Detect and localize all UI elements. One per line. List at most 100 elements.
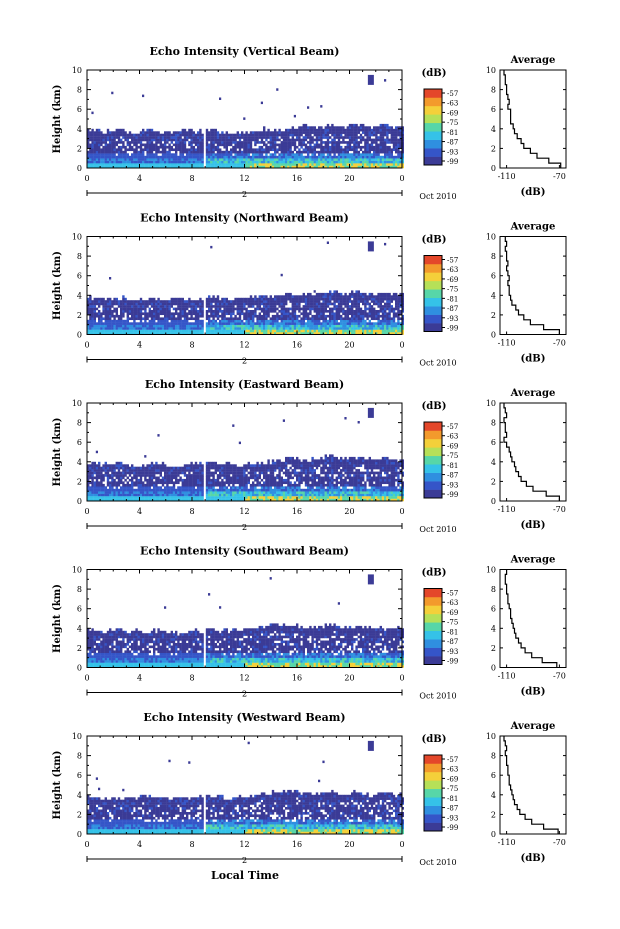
average-y-tick-label: 10 [486,66,496,75]
date-label: Oct 2010 [419,359,456,368]
chart-panel-4: Echo Intensity (Southward Beam) 0 2 4 6 8 10 He… [52,545,567,701]
colorbar-segment [424,114,442,124]
day-label: 2 [242,523,247,532]
day-label: 2 [242,690,247,699]
colorbar-segment [424,255,442,265]
x-axis-label-local-time: Local Time [211,869,279,882]
average-y-tick-label: 2 [491,810,496,819]
colorbar-tick: -69 [447,775,458,783]
colorbar-segment [424,131,442,140]
colorbar-segment [424,755,442,764]
day-label: 2 [242,190,247,199]
average-x-label: (dB) [521,687,546,698]
average-y-tick-label: 4 [491,458,496,467]
x-tick-label: 8 [189,840,194,849]
colorbar-segment [424,263,442,273]
chart-title: Echo Intensity (Eastward Beam) [145,378,344,391]
average-profile-line [503,403,560,501]
colorbar-segment [424,455,442,465]
colorbar-tick: -81 [447,129,458,137]
x-tick-label: 4 [137,174,142,183]
y-tick-label: 10 [72,566,82,575]
x-tick-label: 4 [137,840,142,849]
y-tick-label: 2 [77,144,82,153]
colorbar-tick: -81 [447,295,458,303]
colorbar-tick: -99 [447,158,458,166]
colorbar-segment [424,763,442,773]
average-y-tick-label: 10 [486,566,496,575]
colorbar-tick: -69 [447,276,458,284]
date-label: Oct 2010 [419,858,456,867]
average-y-tick-label: 8 [491,752,496,761]
average-x-label: (dB) [521,520,546,531]
chart-title: Echo Intensity (Westward Beam) [143,711,345,724]
average-frame [499,69,567,169]
colorbar-tick: -57 [447,756,458,764]
x-tick-label: 8 [189,674,194,683]
average-profile-line [503,736,559,834]
average-x-label: (dB) [521,354,546,365]
colorbar-tick: -93 [447,814,458,822]
colorbar-unit: (dB) [422,568,447,579]
x-tick-label: 20 [344,174,354,183]
date-label: Oct 2010 [419,692,456,701]
x-tick-label: 4 [137,674,142,683]
chart-panel-5: Echo Intensity (Westward Beam) 0 2 4 6 8 10 Hei… [52,711,567,867]
x-tick-label: 0 [399,507,404,516]
x-tick-label: 20 [344,507,354,516]
y-tick-label: 2 [77,644,82,653]
colorbar-segment [424,822,442,832]
colorbar-tick: -93 [447,148,458,156]
average-y-tick-label: 6 [491,272,496,281]
echo-heatmap [87,407,404,502]
average-x-tick-label: -110 [498,505,516,514]
x-tick-label: 4 [137,341,142,350]
chart-panel-1: Echo Intensity (Vertical Beam) 0 2 4 6 8 10 Hei… [52,45,567,201]
chart-title: Echo Intensity (Northward Beam) [140,212,349,225]
colorbar-tick: -81 [447,462,458,470]
x-tick-label: 20 [344,674,354,683]
y-tick-label: 10 [72,732,82,741]
y-tick-label: 8 [77,585,82,594]
average-y-tick-label: 4 [491,125,496,134]
average-x-label: (dB) [521,187,546,198]
average-x-tick-label: -110 [498,838,516,847]
colorbar-unit: (dB) [422,235,447,246]
y-tick-label: 0 [77,664,82,673]
average-y-tick-label: 2 [491,311,496,320]
average-x-tick-label: -70 [553,672,566,681]
x-tick-label: 8 [189,507,194,516]
y-tick-label: 8 [77,752,82,761]
average-y-tick-label: 10 [486,732,496,741]
colorbar-segment [424,89,442,98]
x-tick-label: 0 [84,174,89,183]
y-tick-label: 4 [77,458,82,467]
average-y-tick-label: 2 [491,144,496,153]
y-tick-label: 8 [77,252,82,261]
echo-heatmap [87,241,404,335]
x-tick-label: 12 [239,840,249,849]
y-tick-label: 8 [77,419,82,428]
y-tick-label: 4 [77,125,82,134]
chart-title: Echo Intensity (Southward Beam) [140,545,349,558]
average-x-tick-label: -70 [553,838,566,847]
colorbar-tick: -81 [447,795,458,803]
average-title: Average [510,55,556,66]
colorbar-segment [424,306,442,315]
y-axis-label: Height (km) [52,85,63,154]
x-tick-label: 16 [292,840,302,849]
colorbar-unit: (dB) [422,401,447,412]
date-label: Oct 2010 [419,192,456,201]
x-tick-label: 16 [292,174,302,183]
colorbar-frame [423,588,443,665]
average-y-tick-label: 0 [491,664,496,673]
average-y-tick-label: 4 [491,791,496,800]
colorbar-frame [423,88,443,166]
y-tick-label: 4 [77,791,82,800]
x-tick-label: 8 [189,174,194,183]
average-y-tick-label: 8 [491,252,496,261]
colorbar-segment [424,596,442,606]
colorbar-tick: -75 [447,619,458,627]
colorbar-segment [424,122,442,132]
